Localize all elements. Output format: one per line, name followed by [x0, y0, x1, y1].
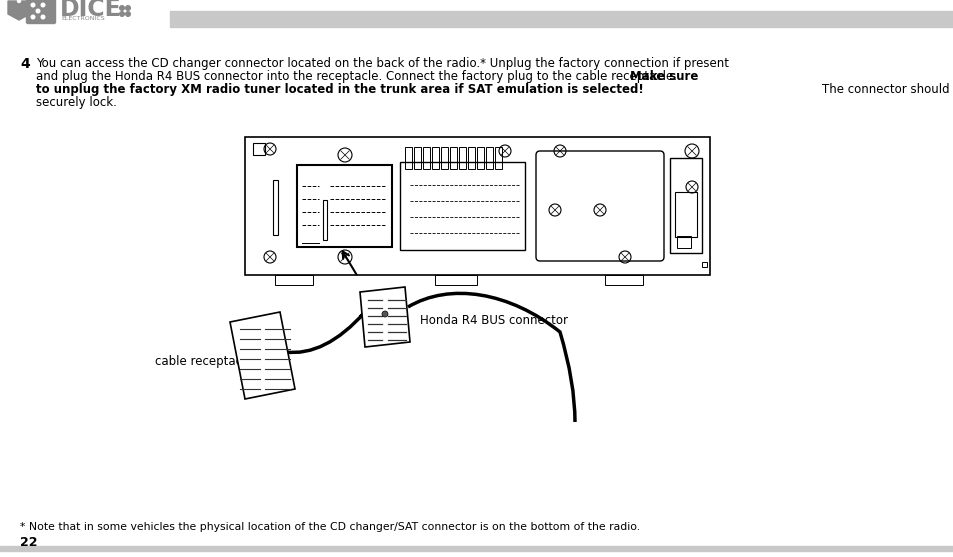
Bar: [273, 180, 277, 235]
Bar: [170, 11, 953, 27]
Text: 4: 4: [20, 57, 30, 71]
Text: to unplug the factory XM radio tuner located in the trunk area if SAT emulation : to unplug the factory XM radio tuner loc…: [36, 83, 643, 96]
Circle shape: [381, 311, 388, 317]
Text: Honda R4 BUS connector: Honda R4 BUS connector: [419, 314, 567, 326]
Circle shape: [119, 12, 124, 16]
Text: securely lock.: securely lock.: [36, 96, 117, 109]
Bar: [323, 200, 327, 240]
Bar: [476, 147, 483, 169]
Bar: [458, 147, 465, 169]
Bar: [274, 275, 313, 285]
Text: ELECTRONICS: ELECTRONICS: [61, 17, 105, 22]
Text: DICE: DICE: [60, 0, 122, 21]
Circle shape: [36, 9, 40, 13]
Circle shape: [17, 0, 20, 2]
Circle shape: [126, 6, 131, 10]
Bar: [0, 546, 953, 551]
Bar: [468, 147, 475, 169]
Bar: [675, 192, 697, 237]
Bar: [440, 147, 448, 169]
Bar: [245, 137, 709, 275]
Bar: [485, 147, 493, 169]
Circle shape: [41, 3, 45, 7]
Text: * Note that in some vehicles the physical location of the CD changer/SAT connect: * Note that in some vehicles the physica…: [20, 522, 639, 532]
Bar: [677, 236, 690, 248]
Text: Make sure: Make sure: [629, 70, 698, 83]
Bar: [253, 143, 265, 155]
Circle shape: [119, 6, 124, 10]
Circle shape: [41, 15, 45, 19]
Circle shape: [31, 15, 34, 19]
Bar: [604, 275, 642, 285]
Polygon shape: [230, 312, 294, 399]
Text: 22: 22: [20, 535, 37, 549]
FancyArrowPatch shape: [342, 251, 356, 275]
Bar: [450, 147, 456, 169]
Text: The connector should: The connector should: [821, 83, 948, 96]
Bar: [405, 147, 412, 169]
Polygon shape: [8, 1, 30, 20]
Bar: [414, 147, 420, 169]
Bar: [399, 162, 524, 250]
Bar: [435, 275, 476, 285]
Bar: [432, 147, 438, 169]
Bar: [701, 262, 706, 267]
Bar: [296, 165, 392, 247]
Bar: [495, 147, 501, 169]
Circle shape: [31, 3, 34, 7]
FancyBboxPatch shape: [27, 0, 55, 23]
Bar: [422, 147, 430, 169]
Text: You can access the CD changer connector located on the back of the radio.* Unplu: You can access the CD changer connector …: [36, 57, 728, 70]
Circle shape: [126, 12, 131, 16]
Polygon shape: [359, 287, 410, 347]
Bar: [669, 158, 701, 253]
Text: cable receptacle: cable receptacle: [154, 355, 253, 369]
Text: and plug the Honda R4 BUS connector into the receptacle. Connect the factory plu: and plug the Honda R4 BUS connector into…: [36, 70, 684, 83]
